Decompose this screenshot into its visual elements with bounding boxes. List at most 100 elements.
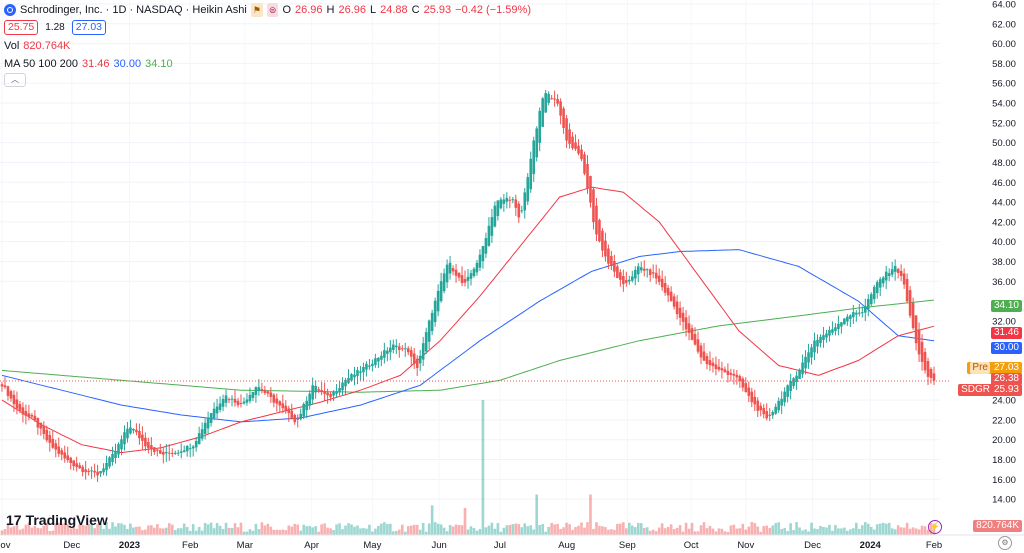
symbol-title[interactable]: Schrodinger, Inc. · 1D · NASDAQ · Heikin…	[20, 4, 247, 16]
candle-body	[875, 282, 879, 294]
volume-bar	[215, 523, 219, 535]
volume-bar	[75, 528, 78, 535]
candle-body	[179, 451, 183, 453]
volume-bar	[374, 528, 377, 535]
volume-bar	[371, 531, 374, 535]
candle-body	[523, 192, 527, 211]
candle-body	[744, 383, 748, 393]
candle-body	[720, 368, 724, 371]
symbol-price-tag: SDGR 25.93	[958, 384, 1022, 396]
volume-bar	[589, 494, 592, 535]
gear-icon[interactable]: ⚙	[998, 536, 1012, 550]
candle-body	[206, 417, 210, 429]
flag-icon[interactable]: ⚑	[250, 3, 263, 17]
collapse-legend-button[interactable]: ︿	[4, 73, 26, 87]
volume-bar	[162, 528, 165, 535]
volume-bar	[660, 523, 664, 535]
y-tick-label: 32.00	[992, 316, 1016, 327]
y-tick-label: 14.00	[992, 495, 1016, 506]
volume-bar	[705, 528, 709, 535]
candle-body	[633, 269, 637, 279]
candle-body	[75, 463, 78, 468]
candle-body	[9, 391, 13, 399]
symbol-row[interactable]: Schrodinger, Inc. · 1D · NASDAQ · Heikin…	[4, 3, 531, 17]
candle-body	[511, 199, 515, 201]
candle-body	[191, 446, 195, 449]
candle-body	[878, 279, 882, 288]
sell-button[interactable]: 25.75	[4, 20, 39, 35]
volume-bar	[173, 530, 177, 535]
volume-bar	[412, 524, 416, 535]
candle-body	[896, 268, 900, 273]
volume-bar	[789, 523, 792, 535]
volume-bar	[846, 530, 849, 535]
candle-body	[780, 398, 783, 406]
volume-bar	[392, 531, 395, 535]
ma100-line	[1, 249, 935, 423]
volume-bar	[451, 526, 455, 535]
volume-bar	[39, 528, 43, 535]
candle-body	[132, 428, 135, 431]
candle-body	[164, 452, 168, 454]
x-tick-label: 2024	[860, 540, 882, 551]
candle-body	[526, 177, 530, 202]
candle-body	[923, 351, 927, 371]
volume-bar	[861, 525, 864, 535]
volume-bar	[547, 527, 550, 535]
candle-body	[412, 353, 416, 365]
y-tick-label: 42.00	[992, 217, 1016, 228]
candle-body	[162, 451, 165, 455]
candle-body	[386, 350, 389, 354]
volume-legend[interactable]: Vol 820.764K	[4, 39, 531, 53]
alert-icon[interactable]: ⊜	[266, 3, 279, 17]
candle-body	[932, 373, 936, 381]
volume-bar	[281, 529, 285, 535]
volume-bar	[863, 522, 867, 535]
volume-bar	[651, 529, 655, 535]
volume-bar	[699, 525, 703, 535]
candle-body	[556, 98, 559, 104]
volume-bar	[167, 523, 171, 535]
candle-body	[415, 358, 419, 369]
volume-bar	[386, 524, 389, 535]
time-axis[interactable]: Nov Dec 2023 Feb Mar Apr May Jun Jul Aug Sep Oct Nov…	[0, 534, 1024, 553]
candle-body	[403, 348, 407, 350]
candle-body	[622, 276, 625, 285]
candle-body	[296, 418, 300, 420]
tradingview-logo[interactable]: 17 TradingView	[6, 512, 108, 528]
candle-body	[3, 385, 7, 388]
y-tick-label: 48.00	[992, 158, 1016, 169]
volume-bar	[923, 526, 927, 535]
volume-bar	[138, 526, 141, 535]
volume-bar	[409, 525, 413, 535]
volume-bar	[78, 524, 81, 535]
candle-body	[481, 246, 485, 262]
candle-body	[126, 428, 129, 439]
volume-bar	[783, 527, 786, 535]
ma-legend[interactable]: MA 50 100 200 31.46 30.00 34.10	[4, 57, 531, 71]
candle-body	[926, 361, 930, 377]
candle-body	[577, 145, 580, 154]
candle-body	[517, 203, 521, 218]
candle-body	[917, 329, 921, 355]
volume-bar	[622, 522, 625, 535]
candle-body	[78, 465, 81, 469]
candle-body	[329, 393, 332, 398]
volume-bar	[819, 525, 822, 535]
lightning-icon[interactable]: ⚡	[928, 520, 942, 534]
candle-body	[230, 398, 234, 400]
price-axis[interactable]: 64.00 62.00 60.00 58.00 56.00 54.00 52.00 50.00…	[992, 0, 1016, 506]
candle-body	[514, 199, 518, 208]
candle-body	[424, 332, 428, 352]
candle-body	[592, 189, 595, 223]
volume-bar	[418, 529, 422, 535]
volume-bar	[905, 522, 909, 535]
x-tick-label: Nov	[0, 540, 11, 551]
buy-button[interactable]: 27.03	[71, 20, 107, 35]
volume-bar	[338, 523, 341, 535]
candle-body	[138, 430, 141, 439]
candle-body	[451, 268, 455, 272]
volume-bar	[272, 529, 276, 535]
volume-bar	[657, 527, 661, 535]
